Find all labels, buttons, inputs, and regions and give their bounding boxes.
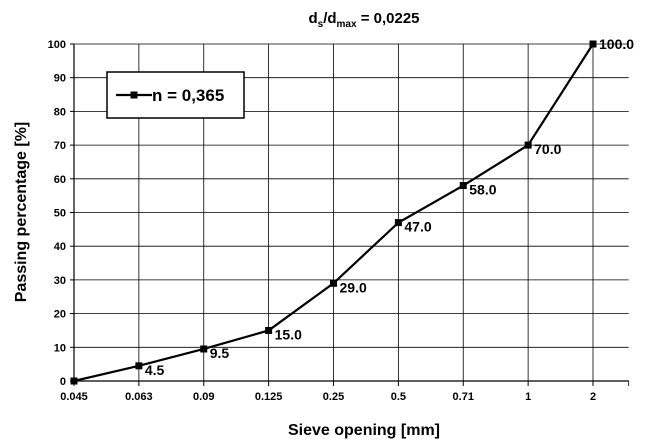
data-point-1 xyxy=(135,362,143,370)
y-tick-label-8: 80 xyxy=(54,106,66,118)
data-label-1: 4.5 xyxy=(145,362,165,378)
data-label-4: 29.0 xyxy=(340,279,367,295)
y-tick-label-3: 30 xyxy=(54,275,66,287)
x-tick-label-0: 0.045 xyxy=(60,391,88,403)
data-label-5: 47.0 xyxy=(404,219,431,235)
chart-title: ds/dmax = 0,0225 xyxy=(308,10,419,30)
data-label-3: 15.0 xyxy=(275,326,302,342)
x-axis-title: Sieve opening [mm] xyxy=(288,422,440,439)
x-tick-label-2: 0.09 xyxy=(193,391,214,403)
y-tick-label-2: 20 xyxy=(54,309,66,321)
chart-title-sub2: max xyxy=(337,19,357,30)
x-tick-label-5: 0.5 xyxy=(391,391,406,403)
data-label-2: 9.5 xyxy=(210,345,230,361)
chart-title-base1: d xyxy=(308,10,317,27)
data-point-2 xyxy=(200,345,208,353)
y-tick-label-9: 90 xyxy=(54,73,66,85)
data-label-8: 100.0 xyxy=(599,36,634,52)
data-point-4 xyxy=(330,279,337,287)
x-tick-label-6: 0.71 xyxy=(453,391,474,403)
data-labels: 4.5 9.5 15.0 29.0 47.0 58.0 70.0 100.0 xyxy=(145,36,634,378)
y-tick-labels: 0 10 20 30 40 50 60 70 80 90 100 xyxy=(48,39,74,388)
data-point-3 xyxy=(265,326,273,334)
x-tick-label-3: 0.125 xyxy=(255,391,283,403)
chart-title-rest: = 0,0225 xyxy=(357,10,420,27)
y-tick-label-10: 100 xyxy=(48,39,66,51)
y-tick-label-1: 10 xyxy=(54,342,66,354)
data-label-6: 58.0 xyxy=(469,182,496,198)
y-tick-label-0: 0 xyxy=(60,376,66,388)
legend-label: n = 0,365 xyxy=(152,86,224,105)
data-point-7 xyxy=(524,141,532,149)
x-tick-label-4: 0.25 xyxy=(323,391,344,403)
x-tick-label-7: 1 xyxy=(525,391,531,403)
data-point-0 xyxy=(70,377,78,385)
legend-marker xyxy=(130,91,138,99)
x-tick-label-8: 2 xyxy=(590,391,596,403)
series-markers xyxy=(70,40,597,385)
data-point-6 xyxy=(459,182,467,190)
chart-title-sub1: s xyxy=(318,19,324,30)
data-point-5 xyxy=(394,219,402,227)
y-tick-label-4: 40 xyxy=(54,241,66,253)
y-tick-label-5: 50 xyxy=(54,208,66,220)
y-tick-label-7: 70 xyxy=(54,140,66,152)
legend: n = 0,365 xyxy=(106,71,245,119)
chart-title-mid: /d xyxy=(323,10,336,27)
x-tick-labels: 0.045 0.063 0.09 0.125 0.25 0.5 0.71 1 2 xyxy=(60,381,596,403)
x-tick-label-1: 0.063 xyxy=(125,391,153,403)
data-point-8 xyxy=(589,40,597,48)
y-axis-title: Passing percentage [%] xyxy=(13,122,30,303)
data-label-7: 70.0 xyxy=(534,141,561,157)
y-tick-label-6: 60 xyxy=(54,174,66,186)
